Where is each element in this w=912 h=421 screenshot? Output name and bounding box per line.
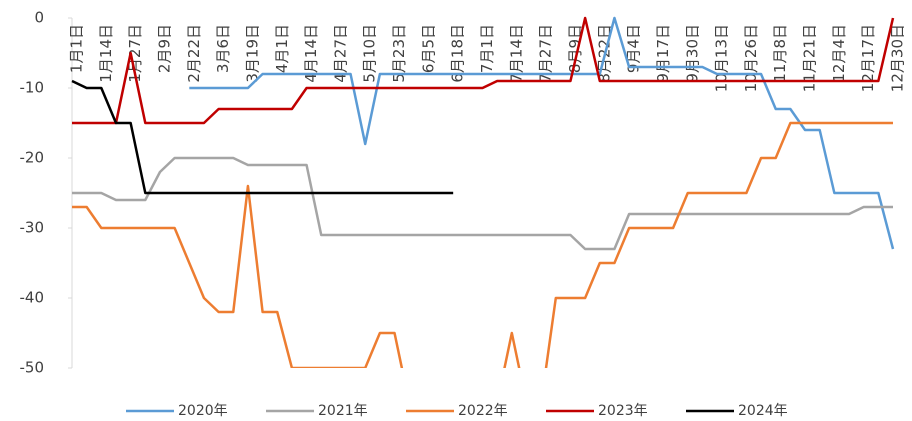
- x-tick-label: 6月5日: [419, 24, 437, 73]
- series-line: [189, 16, 895, 250]
- x-tick-label: 4月27日: [331, 24, 349, 83]
- x-tick-label: 1月14日: [97, 24, 115, 83]
- x-tick-label: 12月30日: [889, 24, 907, 92]
- series-line: [72, 16, 895, 125]
- legend-label: 2024年: [738, 403, 788, 419]
- x-tick-label: 7月14日: [507, 24, 525, 83]
- x-tick-label: 1月27日: [126, 24, 144, 83]
- x-tick-label: 3月6日: [214, 24, 232, 73]
- x-tick-label: 2月22日: [185, 24, 203, 83]
- x-tick-label: 12月4日: [830, 24, 848, 83]
- series-line: [72, 156, 893, 251]
- x-tick-label: 2月9日: [155, 24, 173, 73]
- plot-area: [71, 16, 895, 368]
- legend-label: 2022年: [458, 403, 508, 419]
- x-tick-label: 11月8日: [771, 24, 789, 83]
- legend-label: 2021年: [318, 403, 368, 419]
- x-tick-label: 12月17日: [859, 24, 877, 92]
- y-tick-label: -40: [20, 289, 45, 307]
- x-tick-label: 6月18日: [449, 24, 467, 83]
- series-line: [72, 121, 893, 368]
- x-tick-label: 9月17日: [654, 24, 672, 83]
- x-tick-label: 3月19日: [243, 24, 261, 83]
- y-tick-label: -50: [20, 359, 45, 377]
- x-tick-label: 7月27日: [537, 24, 555, 83]
- y-tick-label: 0: [34, 9, 44, 27]
- series-line: [71, 79, 454, 195]
- y-tick-label: -10: [20, 79, 45, 97]
- y-tick-label: -30: [20, 219, 45, 237]
- legend-label: 2020年: [178, 403, 228, 419]
- x-tick-label: 4月14日: [302, 24, 320, 83]
- x-tick-label: 4月1日: [273, 24, 291, 73]
- x-tick-label: 9月30日: [683, 24, 701, 83]
- x-tick-label: 9月4日: [625, 24, 643, 73]
- x-tick-label: 1月1日: [68, 24, 86, 73]
- x-tick-label: 11月21日: [801, 24, 819, 92]
- x-tick-label: 5月23日: [390, 24, 408, 83]
- x-tick-label: 8月9日: [566, 24, 584, 73]
- y-tick-label: -20: [20, 149, 45, 167]
- x-tick-label: 7月1日: [478, 24, 496, 73]
- x-tick-label: 5月10日: [361, 24, 379, 83]
- legend-label: 2023年: [598, 403, 648, 419]
